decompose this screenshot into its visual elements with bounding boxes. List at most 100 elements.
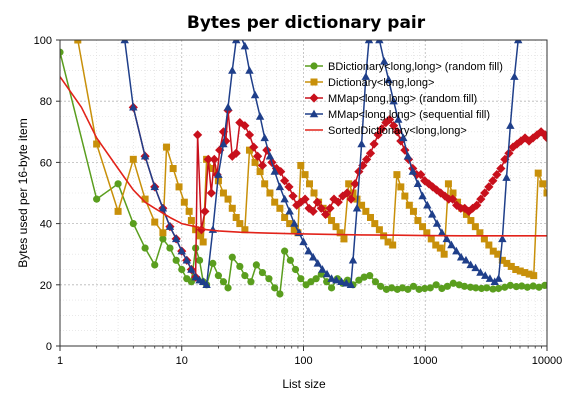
data-point [358, 201, 366, 209]
data-point [336, 229, 344, 237]
series-line [60, 76, 547, 237]
data-point [496, 163, 506, 174]
data-point [357, 139, 366, 148]
data-point [223, 102, 233, 111]
data-point [249, 142, 259, 152]
data-point [290, 219, 299, 227]
data-point [444, 180, 452, 188]
legend-swatch-marker [309, 93, 319, 103]
data-point [312, 275, 320, 283]
data-point [275, 182, 285, 191]
data-point [471, 223, 479, 231]
data-point [525, 270, 533, 278]
data-point [93, 140, 101, 148]
data-point [196, 232, 204, 240]
y-tick-label: 80 [40, 96, 52, 108]
data-point [241, 272, 249, 280]
data-point [158, 203, 168, 212]
data-point [169, 165, 177, 173]
data-point [408, 167, 417, 175]
data-point [291, 265, 300, 274]
data-point [423, 229, 431, 237]
data-point [427, 235, 435, 243]
data-point [467, 217, 475, 225]
data-point [327, 274, 336, 282]
data-point [365, 148, 376, 158]
data-point [120, 40, 129, 44]
series-3 [120, 40, 523, 288]
data-point [506, 121, 515, 129]
data-point [449, 279, 457, 287]
data-point [172, 256, 180, 264]
data-point [362, 154, 372, 164]
data-point [437, 228, 447, 236]
data-point [307, 278, 315, 286]
legend-swatch-marker [309, 109, 319, 118]
data-point [481, 271, 490, 279]
data-point [228, 66, 237, 74]
data-point [404, 285, 412, 293]
data-point [290, 226, 298, 234]
data-point [316, 203, 326, 213]
data-point [377, 282, 385, 290]
data-point [366, 213, 374, 221]
data-point [398, 284, 407, 292]
data-point [159, 229, 167, 237]
series-line [132, 107, 547, 278]
data-point [448, 194, 458, 204]
y-tick-label: 0 [46, 341, 52, 353]
legend-swatch-marker [310, 62, 318, 70]
data-point [141, 195, 149, 203]
data-point [389, 96, 398, 105]
data-point [166, 244, 174, 252]
data-point [503, 259, 511, 267]
data-point [355, 276, 363, 284]
data-point [209, 154, 219, 164]
data-point [480, 235, 488, 243]
data-point [523, 283, 531, 291]
data-point [501, 283, 509, 291]
data-point [462, 210, 470, 218]
data-point [529, 282, 537, 290]
data-point [301, 171, 309, 179]
data-point [297, 275, 305, 283]
data-point [352, 203, 362, 212]
data-point [516, 267, 524, 275]
legend-item: MMap<long,long> (sequential fill) [305, 109, 490, 121]
data-point [360, 273, 368, 281]
data-point [421, 284, 429, 293]
data-point [276, 166, 286, 177]
data-point [415, 285, 423, 293]
data-point [485, 241, 493, 249]
data-point [199, 238, 207, 246]
data-point [432, 281, 440, 289]
data-point [231, 40, 241, 44]
series-layer [60, 40, 547, 298]
data-point [345, 180, 353, 188]
data-point [534, 169, 542, 177]
data-point [516, 136, 526, 146]
data-point [385, 114, 395, 125]
data-point [276, 290, 284, 298]
data-point [185, 207, 193, 215]
data-point [394, 115, 403, 123]
data-point [219, 139, 228, 148]
y-tick-label: 100 [34, 35, 52, 47]
data-point [409, 282, 418, 290]
data-point [60, 48, 64, 56]
data-point [224, 195, 232, 203]
data-point [260, 133, 269, 142]
x-tick-label: 10000 [532, 355, 563, 367]
data-point [342, 188, 352, 198]
data-point [530, 272, 538, 280]
data-point [384, 238, 392, 246]
data-point [512, 266, 520, 273]
data-point [472, 284, 480, 292]
data-point [247, 278, 255, 286]
data-point [432, 219, 442, 227]
x-tick-label: 100 [294, 355, 312, 367]
data-point [180, 198, 188, 206]
data-point [313, 258, 322, 267]
data-point [392, 127, 402, 137]
